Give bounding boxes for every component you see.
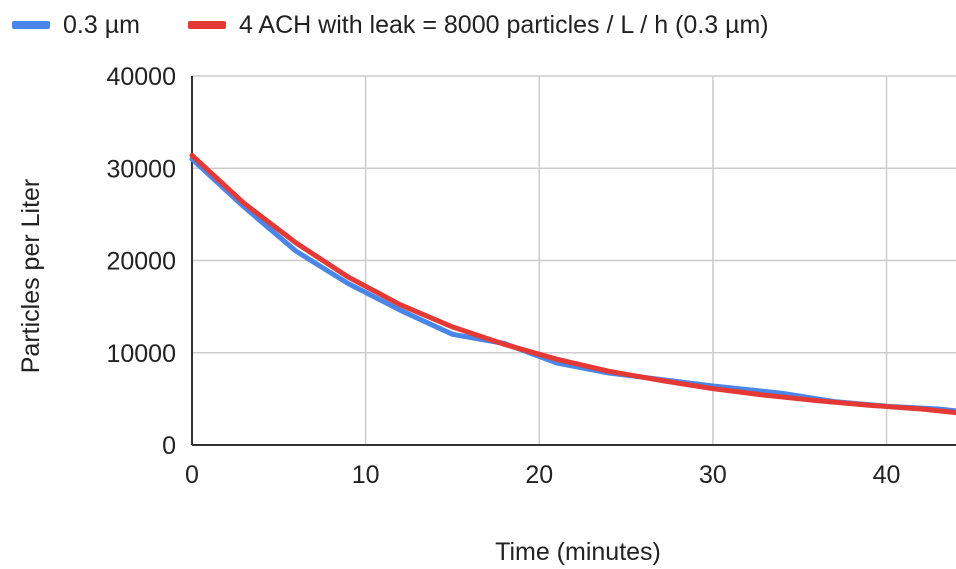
legend-swatch-series-2 [187,21,226,29]
legend-swatch-series-1 [12,21,50,29]
series-line-2 [189,152,956,416]
chart-legend: 0.3 µm 4 ACH with leak = 8000 particles … [0,8,769,42]
y-axis-title: Particles per Liter [17,179,45,374]
y-tick-label: 10000 [106,340,176,368]
legend-label-series-1: 0.3 µm [63,10,140,39]
legend-item-series-1: 0.3 µm [12,11,140,40]
chart-series [189,152,956,416]
x-tick-label: 10 [352,461,380,489]
y-tick-label: 20000 [106,248,176,276]
chart-axes [191,76,956,446]
x-tick-label: 30 [699,461,727,489]
series-line-1 [189,156,956,414]
x-tick-label: 40 [873,461,901,489]
x-tick-label: 0 [185,461,199,489]
x-axis-title: Time (minutes) [495,538,661,566]
chart-tick-labels: 0 10000 20000 30000 40000 0 10 20 30 40 [106,63,900,489]
x-tick-label: 20 [525,461,553,489]
legend-label-series-2: 4 ACH with leak = 8000 particles / L / h… [238,10,769,39]
y-tick-label: 30000 [106,155,176,183]
y-tick-label: 40000 [106,63,176,91]
y-tick-label: 0 [162,432,176,460]
legend-item-series-2: 4 ACH with leak = 8000 particles / L / h… [187,10,769,40]
